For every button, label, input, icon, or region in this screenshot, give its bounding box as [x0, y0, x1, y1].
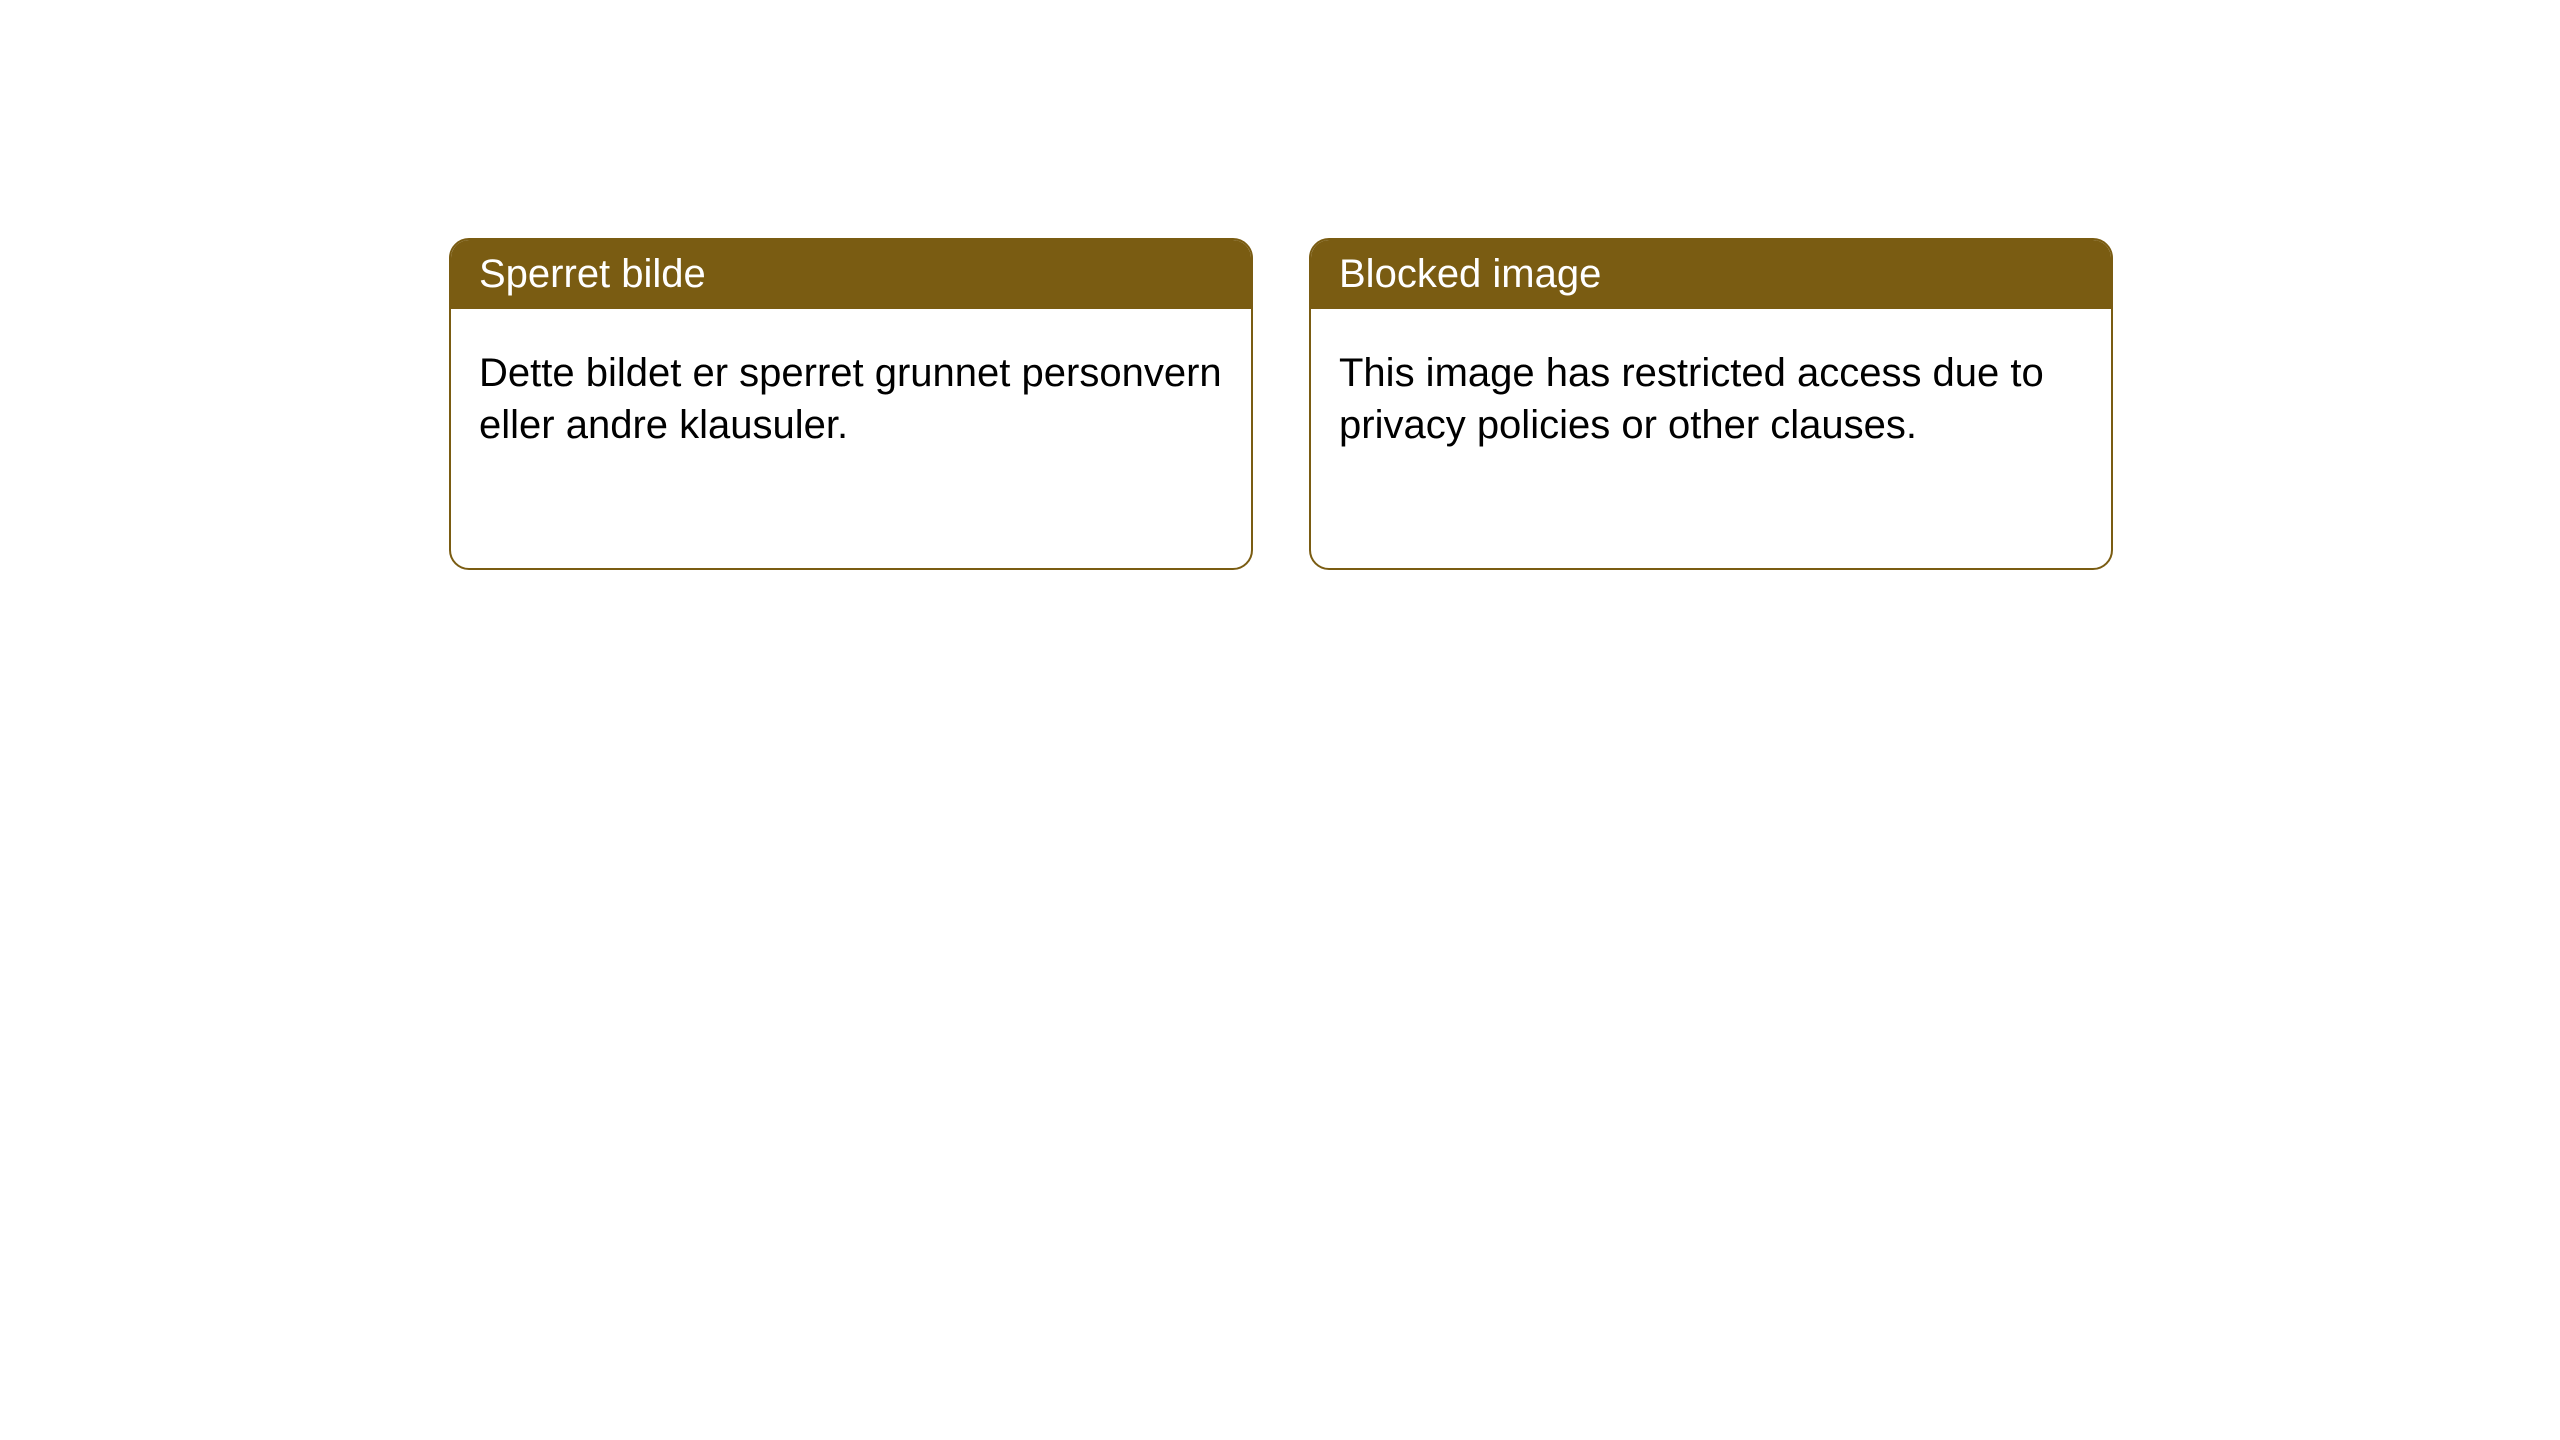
card-header-text: Blocked image	[1339, 252, 1601, 296]
card-body-text: Dette bildet er sperret grunnet personve…	[479, 351, 1222, 447]
card-body: Dette bildet er sperret grunnet personve…	[451, 309, 1251, 489]
card-header: Blocked image	[1311, 240, 2111, 309]
notice-container: Sperret bilde Dette bildet er sperret gr…	[0, 0, 2560, 570]
card-body: This image has restricted access due to …	[1311, 309, 2111, 489]
card-body-text: This image has restricted access due to …	[1339, 351, 2044, 447]
notice-card-norwegian: Sperret bilde Dette bildet er sperret gr…	[449, 238, 1253, 570]
card-header-text: Sperret bilde	[479, 252, 706, 296]
card-header: Sperret bilde	[451, 240, 1251, 309]
notice-card-english: Blocked image This image has restricted …	[1309, 238, 2113, 570]
